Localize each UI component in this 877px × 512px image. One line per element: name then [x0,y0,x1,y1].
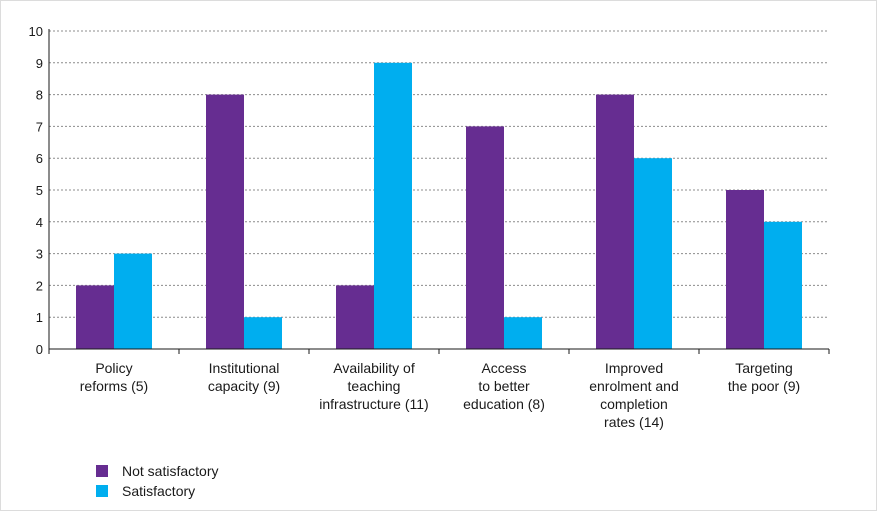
bar-satisfactory [764,221,802,349]
bar-not-satisfactory [206,94,244,349]
bar-satisfactory [634,158,672,349]
x-tick-label: Availability of teaching infrastructure … [319,360,429,412]
x-tick-label: Access to better education (8) [463,360,545,412]
gridlines [49,30,829,318]
bar-not-satisfactory [466,126,504,350]
bar-satisfactory [244,317,282,349]
y-tick-label: 9 [36,56,43,71]
y-tick-label: 4 [36,215,43,230]
y-tick-label: 3 [36,247,43,262]
legend-item-satisfactory: Satisfactory [96,481,218,501]
bar-not-satisfactory [336,285,374,349]
legend: Not satisfactory Satisfactory [96,461,218,501]
y-tick-label: 10 [29,24,43,39]
bar-not-satisfactory [76,285,114,349]
legend-swatch-not-satisfactory [96,465,108,477]
bar-satisfactory [114,253,152,349]
y-tick-labels: 0 1 2 3 4 5 6 7 8 9 10 [29,24,43,357]
y-tick-label: 8 [36,88,43,103]
y-tick-label: 1 [36,310,43,325]
x-tick-label: Targeting the poor (9) [727,360,801,394]
y-tick-label: 7 [36,119,43,134]
bars [76,62,802,350]
bar-satisfactory [374,62,412,350]
y-tick-label: 5 [36,183,43,198]
axes [48,29,830,354]
y-tick-label: 2 [36,278,43,293]
bar-not-satisfactory [726,190,764,349]
legend-swatch-satisfactory [96,485,108,497]
x-tick-label: Institutional capacity (9) [207,360,281,394]
y-tick-label: 0 [36,342,43,357]
y-tick-label: 6 [36,151,43,166]
legend-label-satisfactory: Satisfactory [122,483,196,499]
legend-label-not-satisfactory: Not satisfactory [122,463,219,479]
bar-not-satisfactory [596,94,634,349]
legend-item-not-satisfactory: Not satisfactory [96,461,218,481]
x-tick-label: Improved enrolment and completion rates … [589,360,679,430]
bar-satisfactory [504,317,542,349]
x-tick-label: Policy reforms (5) [79,360,149,394]
